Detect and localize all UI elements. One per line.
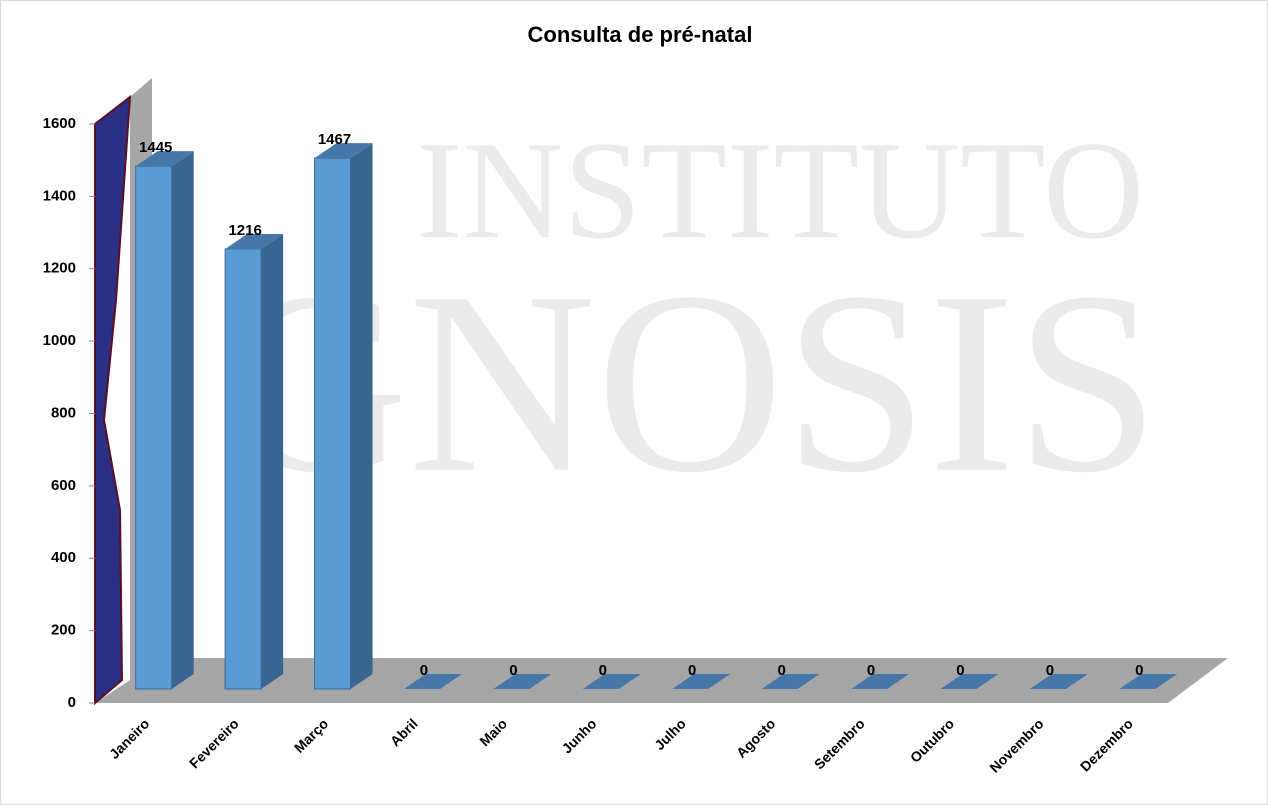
value-label: 0 [867,662,875,679]
bar-top [1119,674,1178,689]
bar-front [224,248,262,690]
value-label: 0 [1046,662,1054,679]
y-tick-label: 400 [51,549,76,566]
value-label: 0 [688,662,696,679]
watermark: INSTITUTO [416,113,1144,268]
value-label: 0 [956,662,964,679]
value-label: 1467 [318,131,351,148]
bar-top [940,674,999,689]
value-label: 1216 [228,222,261,239]
bar-top [314,143,373,159]
value-label: 0 [599,662,607,679]
watermark: GNOSIS [220,239,1159,527]
floor [95,658,1228,703]
bar-top [135,151,194,167]
bar-top [493,674,552,689]
bar-front [314,157,352,690]
y-tick-label: 1600 [43,115,76,132]
value-label: 1445 [139,139,172,156]
y-tick-label: 600 [51,477,76,494]
bar-side [261,233,284,689]
bar-top [225,233,284,249]
y-tick-label: 800 [51,404,76,421]
y-tick-label: 1000 [43,332,76,349]
bar-side [171,151,194,689]
y-tick-label: 1200 [43,260,76,277]
value-label: 0 [1135,662,1143,679]
y-tick-label: 1400 [43,187,76,204]
y-tick-label: 0 [68,694,76,711]
value-label: 0 [420,662,428,679]
bar-top [1029,674,1088,689]
bar-top [403,674,462,689]
side-wall [94,94,132,706]
bar-top [761,674,820,689]
chart-title: Consulta de pré-natal [528,22,753,47]
value-label: 0 [509,662,517,679]
y-tick-label: 200 [51,622,76,639]
bar-top [672,674,731,689]
bar-side [350,143,373,689]
value-label: 0 [777,662,785,679]
bar-front [135,165,173,690]
bar-top [582,674,641,689]
bar-top [851,674,910,689]
